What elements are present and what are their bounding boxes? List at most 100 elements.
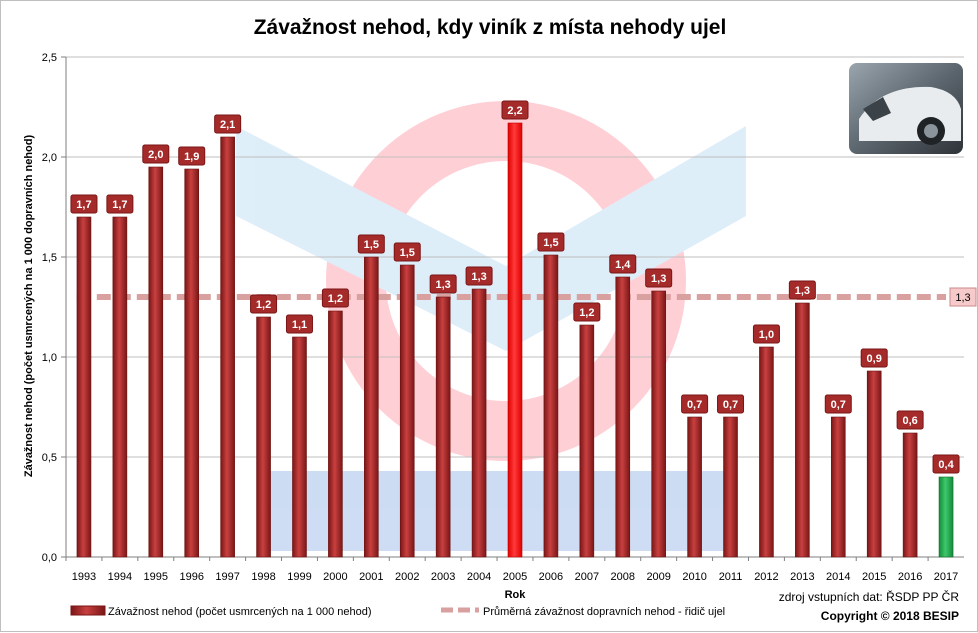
data-label-box	[752, 324, 780, 344]
bar	[651, 290, 666, 558]
legend-bar-swatch	[70, 605, 106, 616]
data-label: 1,5	[543, 237, 558, 249]
data-label: 0,7	[723, 399, 738, 411]
bar	[759, 346, 774, 558]
data-label-box	[609, 254, 637, 274]
data-label: 1,3	[795, 285, 810, 297]
bar	[830, 416, 846, 558]
bar	[902, 432, 918, 558]
bar	[364, 256, 379, 558]
bar	[256, 316, 271, 558]
data-label: 0,4	[938, 459, 954, 471]
data-label-box	[537, 232, 565, 252]
data-label: 1,3	[471, 271, 486, 283]
y-tick-label: 0,0	[42, 552, 57, 564]
data-labels: 1,7 1,7 2,0 1,9 2,1 1,2 1,1 1,2 1,5 1,5 1,3 1,3 2,2 1…	[70, 100, 960, 474]
data-label: 1,2	[256, 299, 271, 311]
x-axis-ticks: 1993 1994 1995 1996 1997 1998 1999 2000 2001 2002…	[65, 557, 958, 583]
x-tick-label: 2002	[395, 571, 419, 583]
bar	[687, 416, 702, 558]
data-label: 1,9	[184, 151, 199, 163]
data-label-box	[681, 394, 709, 414]
data-label: 1,2	[579, 307, 594, 319]
bar	[723, 416, 738, 558]
bar	[184, 168, 200, 558]
besip-watermark	[236, 101, 746, 551]
x-tick-label: 2014	[826, 571, 850, 583]
x-tick-label: 1998	[251, 571, 275, 583]
data-label-box	[178, 146, 206, 166]
data-label-box	[860, 348, 888, 368]
y-tick-label: 0,5	[42, 452, 57, 464]
data-label: 1,5	[364, 239, 379, 251]
data-label-box	[788, 280, 816, 300]
x-tick-label: 2012	[754, 571, 778, 583]
bar	[292, 336, 307, 558]
x-tick-label: 2009	[646, 571, 670, 583]
bar	[938, 476, 954, 558]
data-label-box	[429, 274, 457, 294]
y-tick-label: 1,0	[42, 352, 57, 364]
x-tick-label: 2013	[790, 571, 814, 583]
crashed-car-image	[849, 63, 963, 154]
bar	[471, 288, 487, 558]
y-axis-title: Závažnost nehod (počet usmrcených na 1 0…	[23, 135, 35, 478]
bar	[112, 216, 128, 558]
x-tick-label: 1996	[179, 571, 203, 583]
x-tick-label: 2016	[898, 571, 922, 583]
bar	[615, 276, 631, 558]
x-tick-label: 2015	[862, 571, 886, 583]
x-tick-label: 2005	[503, 571, 527, 583]
bar	[866, 370, 882, 558]
data-label: 2,0	[148, 149, 163, 161]
source-note: zdroj vstupních dat: ŘSDP PP ČR	[779, 589, 960, 604]
x-tick-label: 2007	[575, 571, 599, 583]
data-label-box	[285, 314, 313, 334]
data-label-box	[357, 234, 385, 254]
bar	[220, 136, 235, 558]
data-label-box	[70, 194, 98, 214]
average-label: 1,3	[955, 292, 970, 304]
bars	[76, 122, 954, 558]
data-label-box	[824, 394, 852, 414]
data-label: 1,1	[292, 319, 307, 331]
data-label: 0,6	[902, 415, 917, 427]
data-label: 1,5	[400, 247, 415, 259]
data-label: 2,1	[220, 119, 235, 131]
average-label-box	[949, 287, 977, 307]
legend-bar-label: Závažnost nehod (počet usmrcených na 1 0…	[108, 606, 372, 618]
x-tick-label: 1993	[72, 571, 96, 583]
x-tick-label: 2011	[719, 571, 743, 583]
data-label-box	[106, 194, 134, 214]
bar	[148, 166, 164, 558]
x-tick-label: 2010	[682, 571, 706, 583]
data-label: 1,4	[615, 259, 631, 271]
bar	[399, 264, 415, 558]
data-label-box	[573, 302, 601, 322]
x-tick-label: 1997	[215, 571, 239, 583]
data-label-box	[501, 100, 529, 120]
x-tick-label: 1999	[287, 571, 311, 583]
x-tick-label: 2000	[323, 571, 347, 583]
x-tick-label: 1994	[108, 571, 132, 583]
data-label: 1,7	[76, 199, 91, 211]
y-axis-ticks: 0,0 0,5 1,0 1,5 2,0 2,5	[42, 52, 67, 564]
data-label-box	[142, 144, 170, 164]
bar	[328, 310, 343, 558]
y-tick-label: 1,5	[42, 252, 57, 264]
bar	[435, 296, 451, 558]
x-axis-title: Rok	[505, 589, 527, 601]
x-tick-label: 2001	[359, 571, 383, 583]
data-label: 1,7	[112, 199, 127, 211]
y-tick-label: 2,5	[42, 52, 57, 64]
data-label-box	[896, 410, 924, 430]
legend-average-label: Průměrná závažnost dopravních nehod - ři…	[483, 606, 725, 618]
data-label: 0,7	[687, 399, 702, 411]
data-label-box	[393, 242, 421, 262]
bar	[579, 324, 595, 558]
x-tick-label: 2003	[431, 571, 455, 583]
bar	[507, 122, 523, 558]
x-tick-label: 2017	[934, 571, 958, 583]
